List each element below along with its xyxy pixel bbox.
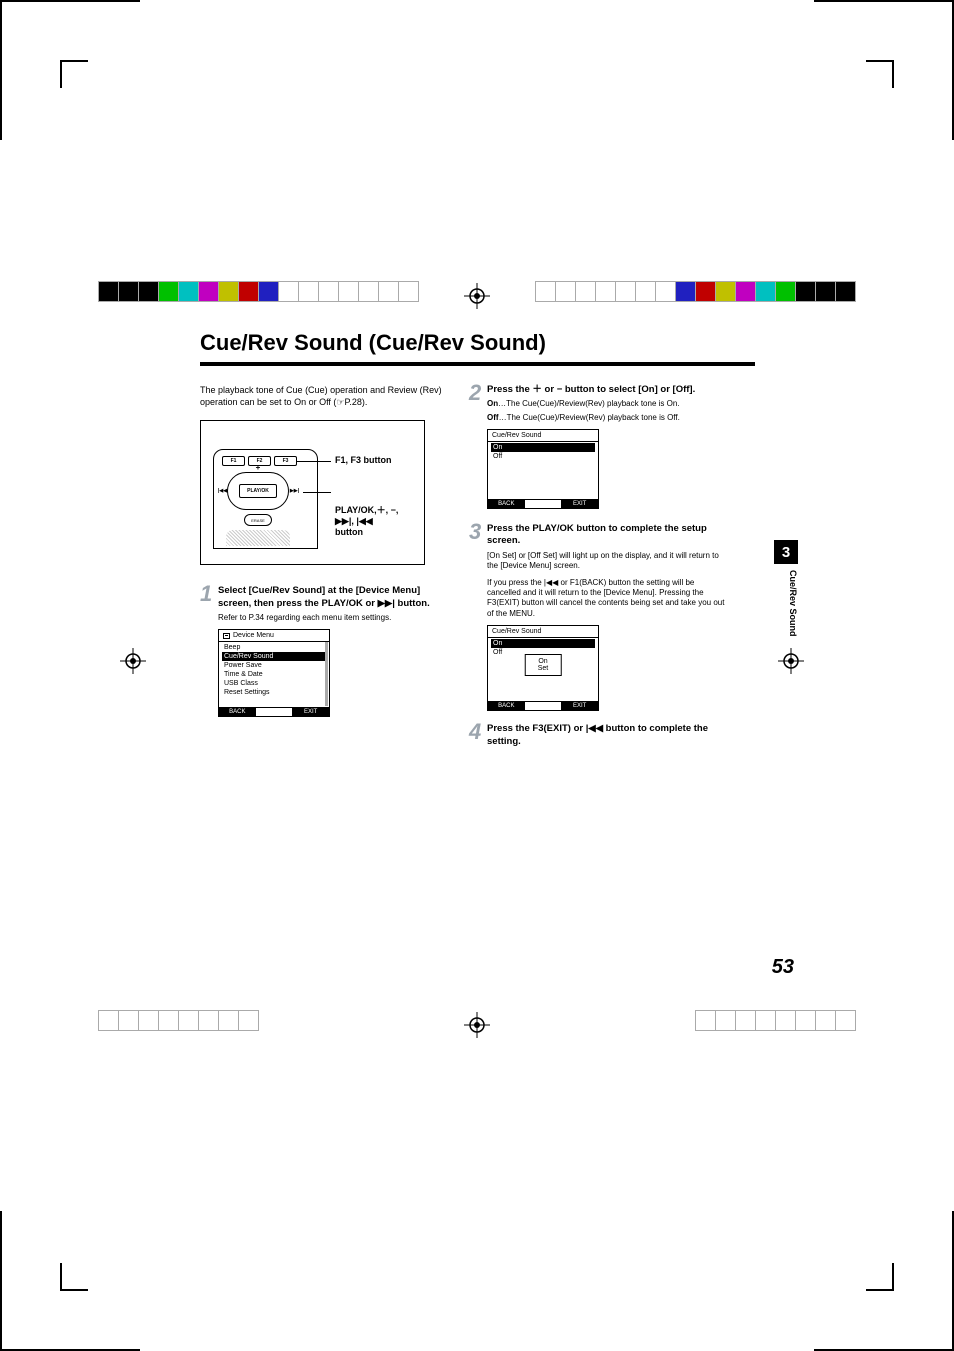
page-number: 53	[772, 956, 794, 979]
lcd-title: Cue/Rev Sound	[492, 432, 541, 439]
chapter-tab: 3	[774, 540, 798, 564]
diagram-label: PLAY/OK,＋, −,	[335, 505, 398, 515]
lcd-title: Device Menu	[233, 632, 274, 639]
lcd-item: Cue/Rev Sound	[222, 652, 326, 661]
rewind-icon: |◀◀	[218, 488, 227, 494]
step-heading: Press the F3(EXIT) or |◀◀ button to comp…	[487, 723, 729, 748]
lcd-item: Power Save	[222, 661, 326, 670]
scrollbar	[325, 642, 328, 706]
f3-key: F3	[274, 456, 297, 466]
crop-corner	[866, 60, 894, 88]
registration-mark-icon	[464, 283, 490, 309]
diagram-label: F1, F3 button	[335, 455, 392, 466]
registration-bar	[98, 281, 418, 302]
step-heading: Press the PLAY/OK button to complete the…	[487, 523, 729, 548]
step-2: 2 Press the ＋ or − button to select [On]…	[469, 384, 729, 509]
registration-mark-icon	[120, 648, 146, 674]
f1-key: F1	[222, 456, 245, 466]
lcd-item: On	[491, 639, 595, 648]
page-content: Cue/Rev Sound (Cue/Rev Sound) The playba…	[200, 330, 755, 754]
crop-mark	[0, 0, 2, 140]
chapter-label: Cue/Rev Sound	[788, 570, 798, 637]
step-subtext: [On Set] or [Off Set] will light up on t…	[487, 551, 729, 572]
step-option: On…The Cue(Cue)/Review(Rev) playback ton…	[487, 399, 729, 409]
step-1: 1 Select [Cue/Rev Sound] at the [Device …	[200, 585, 445, 717]
crop-corner	[60, 60, 88, 88]
step-4: 4 Press the F3(EXIT) or |◀◀ button to co…	[469, 723, 729, 748]
play-ok-key: PLAY/OK	[239, 484, 277, 498]
step-number: 4	[469, 721, 487, 748]
menu-icon	[223, 633, 230, 639]
page-title: Cue/Rev Sound (Cue/Rev Sound)	[200, 330, 755, 366]
registration-bar	[696, 1010, 856, 1031]
step-heading: Select [Cue/Rev Sound] at the [Device Me…	[218, 585, 445, 610]
lcd-screen: Cue/Rev Sound OnOff On Set BACK.EXIT	[487, 625, 599, 711]
device-diagram: F1 F2 F3 + – |◀◀ ▶▶| PLAY/OK ERASE F	[200, 420, 425, 565]
plus-icon: +	[256, 463, 261, 472]
lcd-exit: EXIT	[561, 500, 598, 508]
lcd-back: BACK	[488, 702, 525, 710]
crop-mark	[0, 0, 140, 2]
diagram-label: button	[335, 527, 363, 537]
step-3: 3 Press the PLAY/OK button to complete t…	[469, 523, 729, 711]
registration-bar	[536, 281, 856, 302]
step-number: 2	[469, 382, 487, 509]
crop-corner	[866, 1263, 894, 1291]
speaker-grill	[226, 530, 290, 546]
lcd-screen: Device Menu BeepCue/Rev SoundPower SaveT…	[218, 629, 330, 717]
lcd-exit: EXIT	[561, 702, 598, 710]
registration-mark-icon	[778, 648, 804, 674]
step-heading: Press the ＋ or − button to select [On] o…	[487, 384, 729, 396]
lcd-item: Off	[491, 452, 595, 461]
right-column: 2 Press the ＋ or − button to select [On]…	[469, 384, 729, 754]
registration-mark-icon	[464, 1012, 490, 1038]
step-number: 1	[200, 583, 218, 717]
leader-line	[297, 461, 331, 462]
lcd-exit: EXIT	[292, 708, 329, 716]
erase-key: ERASE	[244, 514, 272, 526]
leader-line	[303, 492, 331, 493]
crop-mark	[0, 1211, 2, 1351]
lcd-item: Reset Settings	[222, 688, 326, 697]
crop-corner	[60, 1263, 88, 1291]
lcd-screen: Cue/Rev Sound OnOff BACK.EXIT	[487, 429, 599, 509]
lcd-popup: On Set	[525, 654, 562, 676]
lcd-item: On	[491, 443, 595, 452]
step-subtext: Refer to P.34 regarding each menu item s…	[218, 613, 445, 623]
forward-icon: ▶▶|	[290, 488, 299, 494]
step-subtext: If you press the |◀◀ or F1(BACK) button …	[487, 578, 729, 620]
registration-bar	[98, 1010, 258, 1031]
intro-text: The playback tone of Cue (Cue) operation…	[200, 384, 445, 408]
lcd-item: Time & Date	[222, 670, 326, 679]
lcd-item: Beep	[222, 643, 326, 652]
lcd-back: BACK	[488, 500, 525, 508]
lcd-item: USB Class	[222, 679, 326, 688]
left-column: The playback tone of Cue (Cue) operation…	[200, 384, 445, 754]
lcd-title: Cue/Rev Sound	[492, 628, 541, 635]
step-option: Off…The Cue(Cue)/Review(Rev) playback to…	[487, 413, 729, 423]
step-number: 3	[469, 521, 487, 711]
diagram-label: ▶▶|, |◀◀	[335, 516, 373, 526]
crop-mark	[814, 0, 954, 2]
lcd-back: BACK	[219, 708, 256, 716]
